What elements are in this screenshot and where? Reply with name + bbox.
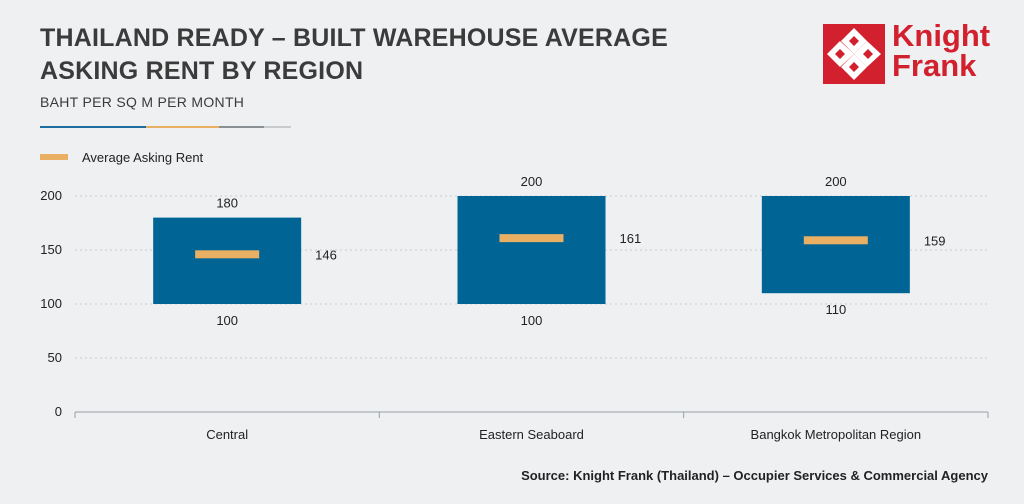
logo-line-2: Frank	[892, 48, 977, 83]
chart-subtitle: BAHT PER SQ M PER MONTH	[40, 94, 245, 110]
y-tick-label: 0	[55, 404, 62, 419]
accent-line-light	[264, 126, 291, 128]
legend-label: Average Asking Rent	[82, 150, 204, 165]
average-value-label: 161	[620, 231, 642, 246]
average-marker	[803, 236, 868, 245]
legend-swatch	[40, 154, 68, 160]
range-box	[153, 217, 302, 304]
accent-line-orange	[146, 126, 219, 128]
high-value-label: 200	[825, 174, 847, 189]
accent-line-grey	[219, 126, 264, 128]
y-tick-label: 100	[40, 296, 62, 311]
average-value-label: 159	[924, 233, 946, 248]
chart-title: THAILAND READY – BUILT WAREHOUSE AVERAGE…	[40, 22, 740, 88]
logo-wordmark: Knight Frank	[892, 18, 991, 83]
x-tick-label: Bangkok Metropolitan Region	[751, 427, 922, 442]
title-line-2: ASKING RENT BY REGION	[40, 57, 364, 85]
source-note: Source: Knight Frank (Thailand) – Occupi…	[521, 468, 988, 483]
logo-line-1: Knight	[892, 18, 991, 53]
range-box	[457, 196, 606, 304]
average-value-label: 146	[315, 247, 337, 262]
high-value-label: 180	[216, 196, 238, 211]
y-tick-label: 50	[48, 350, 62, 365]
accent-line-blue	[40, 126, 146, 128]
average-marker	[499, 234, 564, 243]
x-tick-label: Central	[206, 427, 248, 442]
low-value-label: 100	[216, 313, 238, 328]
y-tick-label: 200	[40, 188, 62, 203]
low-value-label: 100	[521, 313, 543, 328]
knight-frank-emblem-icon	[823, 24, 885, 84]
knight-frank-logo: Knight Frank	[823, 18, 993, 86]
average-marker	[195, 250, 260, 259]
high-value-label: 200	[521, 174, 543, 189]
x-tick-label: Eastern Seaboard	[479, 427, 584, 442]
y-tick-label: 150	[40, 242, 62, 257]
low-value-label: 110	[825, 302, 846, 317]
title-line-1: THAILAND READY – BUILT WAREHOUSE AVERAGE	[40, 24, 668, 52]
range-box	[761, 196, 910, 294]
